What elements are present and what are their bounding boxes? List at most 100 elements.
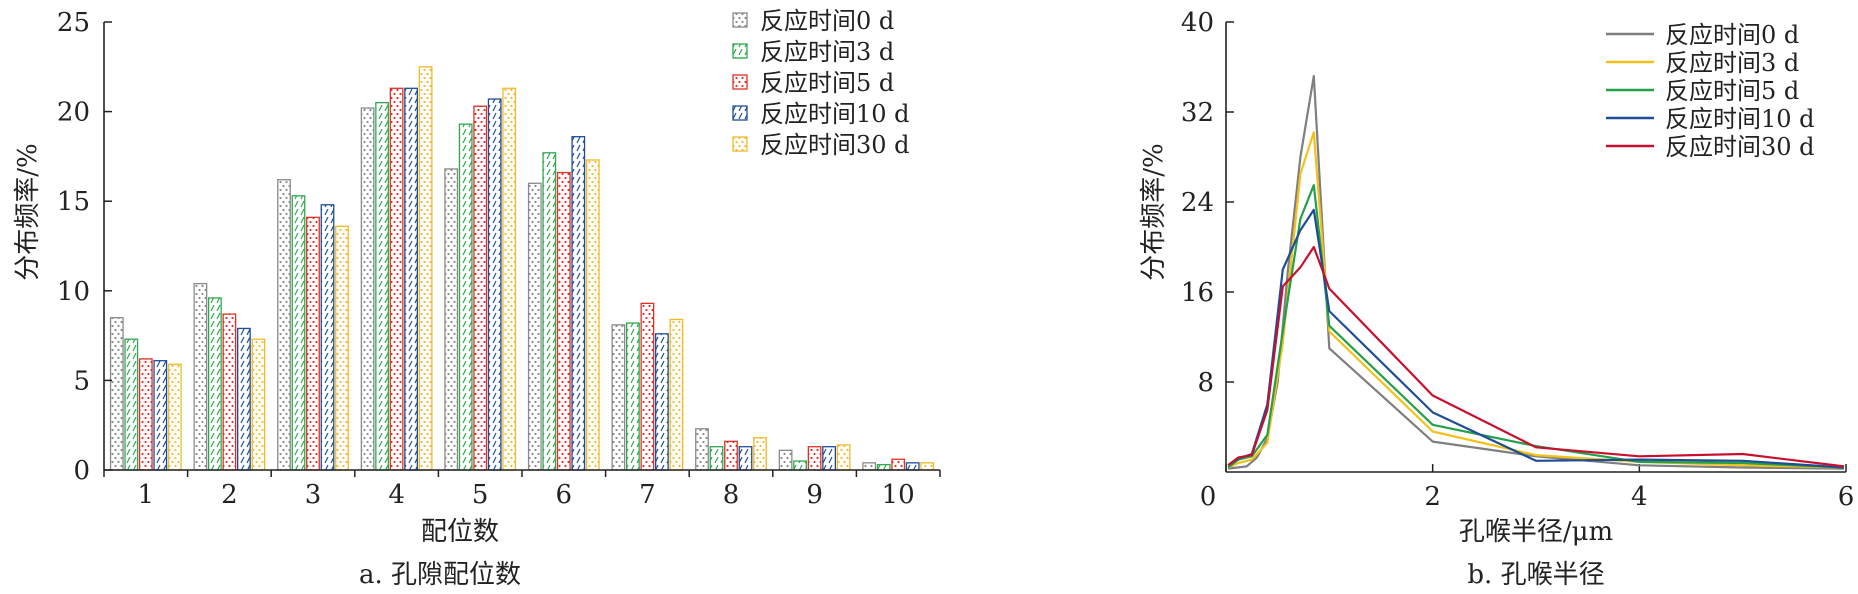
y-tick-label: 15 [57,187,90,217]
bar-7-series-4 [669,318,684,471]
bar-9-series-2 [807,446,822,471]
bar-6-series-1 [542,152,557,471]
legend-label: 反应时间30 d [760,131,910,159]
bar-6-series-0 [527,182,542,471]
legend-swatch [732,43,748,59]
bar-4-series-3 [404,87,419,471]
bar-8-series-1 [709,446,724,471]
bar-2-series-2 [222,313,237,471]
legend-swatch [732,74,748,90]
legend-swatch [732,105,748,121]
bar-7-series-0 [611,324,626,471]
bar-1-series-0 [109,317,124,471]
bar-5-series-3 [487,98,502,471]
bar-4-series-1 [375,101,390,471]
bar-10-series-2 [891,458,906,471]
x-tick-label: 8 [723,480,740,510]
bar-7-series-3 [655,333,669,471]
line-series-4 [1227,245,1845,468]
bar-8-series-4 [753,437,767,471]
x-tick-label: 2 [221,480,238,510]
y-tick-label: 24 [1181,188,1214,218]
x-tick-label: 3 [305,480,322,510]
bar-2-series-4 [251,338,266,471]
bar-chart-caption: a. 孔隙配位数 [359,560,521,590]
legend-label: 反应时间10 d [1665,105,1815,133]
legend-label: 反应时间3 d [1665,49,1799,77]
bar-chart-x-axis-label: 配位数 [421,517,499,547]
bar-chart-axes: 1 2 3 4 5 6 7 8 9 10 0 5 10 15 20 25 [57,8,941,510]
legend-label: 反应时间30 d [1665,133,1815,161]
bar-2-series-3 [236,327,251,471]
y-tick-label: 10 [57,277,90,307]
x-tick-label: 9 [806,480,823,510]
bar-1-series-3 [153,360,168,471]
bar-3-series-0 [277,179,291,471]
bar-1-series-4 [167,363,182,471]
y-tick-label: 8 [1197,368,1214,398]
bar-8-series-3 [738,446,753,471]
line-series-0 [1227,74,1844,470]
x-tick-label: 7 [639,480,656,510]
bar-3-series-1 [291,195,306,471]
bar-6-series-3 [571,136,586,471]
legend-label: 反应时间3 d [760,38,894,66]
x-tick-label: 1 [138,480,155,510]
bar-7-series-2 [640,302,655,471]
y-tick-label: 5 [73,366,90,396]
bar-6-series-2 [556,171,571,471]
x-tick-label: 4 [1631,482,1648,512]
x-tick-label: 4 [388,480,405,510]
bar-group [109,66,935,471]
bar-10-series-4 [920,462,935,471]
line-chart-x-axis-label: 孔喉半径/μm [1459,517,1613,547]
bar-9-series-3 [822,446,836,471]
line-chart-caption: b. 孔喉半径 [1467,560,1604,590]
bar-5-series-4 [502,87,517,471]
bar-chart-y-axis-label: 分布频率/% [13,143,43,280]
bar-8-series-2 [724,440,738,471]
line-series-3 [1227,208,1844,469]
legend-swatch [732,12,748,28]
bar-4-series-2 [389,87,404,471]
y-tick-label: 16 [1181,278,1214,308]
y-tick-label: 25 [57,8,90,38]
line-series-2 [1227,184,1844,469]
bar-3-series-3 [320,204,335,471]
x-tick-label: 6 [556,480,573,510]
x-tick-label: 0 [1200,482,1217,512]
bar-9-series-0 [778,449,793,471]
y-tick-label: 0 [73,456,90,486]
bar-9-series-1 [793,460,807,471]
legend-label: 反应时间10 d [760,100,910,128]
bar-2-series-1 [207,297,222,471]
bar-9-series-4 [836,444,851,471]
bar-7-series-1 [626,322,640,471]
bar-chart-legend: 反应时间0 d 反应时间3 d 反应时间5 d 反应时间10 d 反应时间30 d [732,7,910,159]
bar-3-series-2 [306,216,320,471]
y-tick-label: 32 [1181,98,1214,128]
bar-5-series-1 [458,123,473,471]
bar-2-series-0 [193,282,208,471]
bar-6-series-4 [585,159,600,471]
x-tick-label: 2 [1424,482,1441,512]
bar-4-series-4 [418,66,433,471]
line-chart-y-axis-label: 分布频率/% [1139,143,1169,280]
x-tick-label: 5 [472,480,489,510]
bar-1-series-2 [138,358,153,471]
bar-10-series-1 [876,463,891,471]
bar-8-series-0 [695,428,709,471]
x-tick-label: 6 [1838,482,1855,512]
bar-5-series-2 [473,105,488,471]
legend-swatch [732,136,748,152]
x-tick-label: 10 [882,480,915,510]
legend-label: 反应时间0 d [1665,21,1799,49]
bar-4-series-0 [360,107,375,471]
legend-label: 反应时间5 d [1665,77,1799,105]
line-series-group [1227,74,1845,470]
